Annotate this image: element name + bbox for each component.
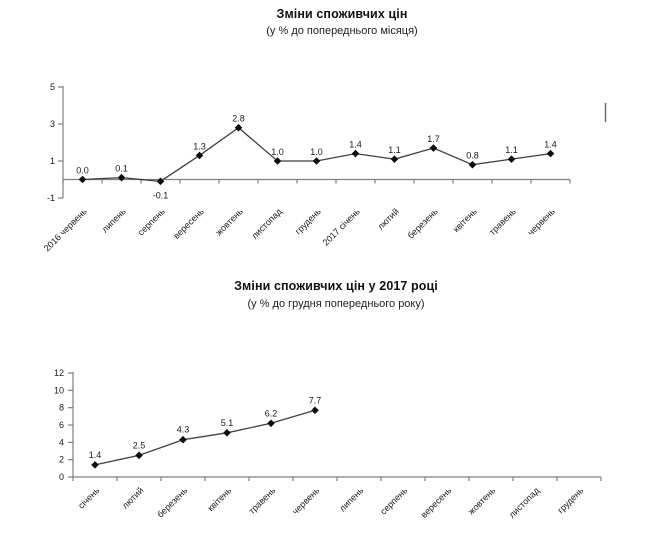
x-category-label: липень (100, 206, 128, 234)
data-point-marker (195, 151, 204, 160)
data-point-marker (135, 451, 143, 460)
y-tick-label: 2 (59, 455, 64, 465)
x-category-label: квітень (451, 206, 479, 234)
x-category-label: лютий (120, 485, 145, 510)
data-point-label: 2.8 (232, 114, 245, 124)
x-category-label: квітень (206, 485, 234, 513)
x-category-label: травень (487, 206, 518, 237)
data-point-label: 6.2 (265, 408, 278, 418)
data-point-marker (507, 155, 516, 163)
data-point-marker (117, 173, 126, 182)
x-category-label: листопад (249, 206, 284, 241)
x-category-label: вересень (419, 485, 454, 520)
y-tick-label: 10 (54, 385, 64, 395)
y-tick-label: -1 (47, 193, 55, 203)
data-point-marker (234, 123, 243, 132)
series-line (94, 409, 316, 466)
data-point-label: 5.1 (221, 418, 234, 428)
data-point-label: 4.3 (177, 425, 190, 435)
data-point-marker (78, 175, 87, 184)
data-point-label: -0.1 (153, 190, 169, 200)
data-point-marker (351, 149, 360, 158)
data-point-marker (546, 149, 555, 158)
x-category-label: листопад (507, 485, 542, 520)
data-point-marker (312, 157, 321, 165)
y-tick-label: 4 (59, 437, 64, 447)
data-point-label: 1.1 (505, 145, 518, 155)
x-category-label: серпень (136, 206, 167, 237)
y-tick-label: 3 (50, 119, 55, 129)
data-point-label: 0.8 (466, 151, 479, 161)
x-category-label: березень (406, 206, 441, 241)
data-point-label: 7.7 (309, 395, 322, 405)
data-point-marker (267, 419, 275, 428)
data-point-marker (390, 155, 399, 163)
x-category-label: грудень (555, 485, 585, 515)
y-tick-label: 12 (54, 368, 64, 378)
data-point-label: 1.0 (271, 147, 284, 157)
data-point-marker (223, 429, 231, 437)
x-category-label: червень (526, 206, 557, 237)
data-point-marker (468, 160, 477, 169)
data-point-label: 1.4 (349, 140, 362, 150)
y-tick-label: 1 (50, 156, 55, 166)
data-point-marker (156, 177, 165, 186)
data-point-label: 1.1 (388, 145, 401, 155)
x-category-label: 2017 січень (321, 206, 362, 247)
chart1-title: Зміни споживчих цін (276, 7, 408, 21)
data-point-label: 0.1 (115, 164, 128, 174)
y-tick-label: 5 (50, 82, 55, 92)
x-category-label: січень (76, 485, 102, 511)
data-point-label: 0.0 (76, 166, 89, 176)
data-point-marker (273, 157, 282, 165)
x-category-label: лютий (375, 206, 400, 231)
x-category-label: жовтень (466, 485, 498, 517)
chart2-title: Зміни споживчих цін у 2017 році (234, 279, 438, 293)
x-category-label: 2016 червень (42, 206, 89, 253)
x-category-label: травень (247, 485, 278, 516)
data-point-label: 1.4 (89, 450, 102, 460)
data-point-marker (311, 406, 319, 415)
data-point-label: 1.0 (310, 147, 323, 157)
y-tick-label: 8 (59, 403, 64, 413)
y-tick-label: 0 (59, 472, 64, 482)
chart2-subtitle: (у % до грудня попереднього року) (247, 298, 425, 310)
data-point-marker (91, 461, 99, 469)
chart1-subtitle: (у % до попереднього місяця) (266, 25, 418, 37)
data-point-label: 2.5 (133, 440, 146, 450)
data-point-label: 1.4 (544, 140, 557, 150)
data-point-label: 1.7 (427, 134, 440, 144)
data-point-label: 1.3 (193, 141, 206, 151)
x-category-label: серпень (378, 485, 409, 516)
x-category-label: вересень (171, 206, 206, 241)
x-category-label: червень (290, 485, 321, 516)
data-point-marker (429, 144, 438, 152)
x-category-label: липень (337, 485, 365, 513)
x-category-label: жовтень (214, 206, 246, 238)
data-point-marker (179, 435, 187, 444)
y-tick-label: 6 (59, 420, 64, 430)
x-category-label: березень (155, 485, 190, 520)
x-category-label: грудень (293, 206, 323, 236)
